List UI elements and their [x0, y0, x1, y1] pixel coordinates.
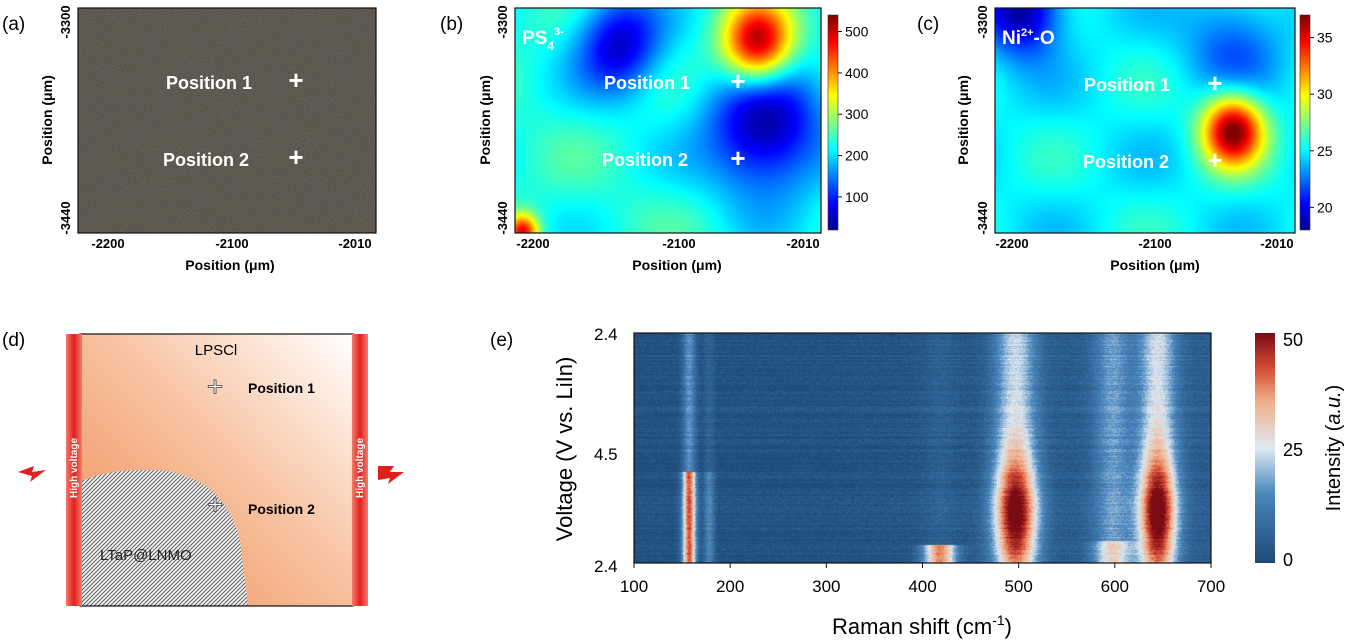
panel-a-tag: (a): [2, 14, 25, 35]
lightning-icon: [18, 466, 46, 482]
electrolyte-label: LPSCl: [195, 342, 238, 359]
marker-label-2: Position 2: [248, 501, 315, 517]
x-axis-label: Position (μm): [185, 257, 274, 273]
raman-heatmap: [634, 333, 1211, 563]
marker-label-1: Position 1: [1084, 75, 1170, 95]
panel-a-frame: [77, 7, 377, 234]
composite-label: LTaP@LNMO: [100, 547, 192, 564]
colorbar-label: Intensity (a.u.): [1323, 385, 1345, 512]
ps4-label: PS43-: [522, 26, 564, 53]
y-tick-label: 2.4: [594, 557, 618, 576]
marker-cross-1: +: [288, 65, 303, 95]
x-tick-label: 400: [908, 577, 936, 596]
y-axis-label: Position (μm): [477, 75, 493, 164]
colorbar-b-ticks: 100 200 300 400 500: [838, 24, 869, 205]
marker-cross-2: +: [207, 489, 223, 520]
x-tick-label: -2200: [516, 236, 549, 251]
marker-label-2: Position 2: [1083, 152, 1169, 172]
left-electrode: [66, 334, 82, 606]
y-axis-label: Position (μm): [955, 75, 971, 164]
x-tick-label: 600: [1101, 577, 1129, 596]
panel-d-tag: (d): [2, 330, 25, 351]
panel-b: (b) PS43- + Position 1 + Position 2 -220…: [440, 5, 869, 273]
panel-b-tag: (b): [440, 14, 463, 35]
x-tick-label: 100: [620, 577, 648, 596]
marker-cross-1: +: [207, 371, 223, 402]
micrograph-texture: [78, 8, 376, 233]
marker-cross-2: +: [1207, 145, 1222, 175]
colorbar-tick-label: 200: [845, 148, 869, 164]
colorbar-tick-label: 30: [1317, 86, 1333, 102]
marker-cross-2: +: [288, 142, 303, 172]
electrode-label-right: High voltage: [355, 438, 366, 498]
right-electrode: [352, 334, 368, 606]
cathode-composite-region: [80, 469, 248, 606]
colorbar-tick-label: 25: [1317, 143, 1333, 159]
colorbar-tick-label: 35: [1317, 30, 1333, 46]
marker-cross-1: +: [730, 66, 745, 96]
colorbar-c: [1299, 14, 1311, 231]
x-tick-label: 500: [1004, 577, 1032, 596]
x-tick-label: -2010: [786, 236, 819, 251]
x-tick-label: -2010: [338, 236, 371, 251]
lightning-icon: [378, 466, 404, 484]
colorbar-tick-label: 20: [1317, 199, 1333, 215]
y-tick-label: -3300: [975, 5, 990, 38]
y-axis-label: Voltage (V vs. LiIn): [552, 357, 577, 542]
x-tick-label: 300: [812, 577, 840, 596]
marker-cross-2: +: [730, 143, 745, 173]
x-axis-label: Position (μm): [632, 257, 721, 273]
y-axis-label: Position (μm): [39, 75, 55, 164]
x-tick-label: 200: [716, 577, 744, 596]
y-tick-label: -3440: [975, 201, 990, 234]
panel-a: (a) + Position 1 + Position 2 -2200 -210…: [2, 5, 377, 273]
x-tick-label: -2100: [662, 236, 695, 251]
y-tick-label: -3300: [495, 5, 510, 38]
y-tick-label: -3300: [58, 5, 73, 38]
colorbar-tick-label: 300: [845, 106, 869, 122]
x-tick-label: -2200: [995, 236, 1028, 251]
colorbar-tick-label: 50: [1283, 330, 1303, 350]
panel-c-tag: (c): [917, 14, 939, 35]
colorbar-tick-label: 25: [1283, 440, 1303, 460]
colorbar-tick-label: 500: [845, 24, 869, 40]
colorbar-tick-label: 400: [845, 65, 869, 81]
y-tick-label: -3440: [58, 201, 73, 234]
ni-o-heatmap: [995, 8, 1295, 233]
y-tick-label: 2.4: [594, 325, 618, 344]
panel-e-tag: (e): [490, 330, 513, 351]
marker-label-1: Position 1: [166, 73, 252, 93]
marker-label-1: Position 1: [604, 73, 690, 93]
x-axis-label: Raman shift (cm-1): [832, 612, 1012, 639]
marker-label-2: Position 2: [163, 150, 249, 170]
raman-x-axis-ticks: 100 200 300 400 500 600 700: [620, 563, 1225, 596]
panel-d: (d) High voltage High voltage LPSCl LTaP…: [2, 330, 404, 607]
colorbar-c-ticks: 20 25 30 35: [1310, 30, 1333, 215]
x-axis-label: Position (μm): [1110, 257, 1199, 273]
ps4-heatmap: [515, 8, 821, 233]
x-tick-label: -2100: [215, 236, 248, 251]
colorbar-e: [1255, 333, 1275, 563]
panel-c-frame: [994, 7, 1296, 234]
marker-label-2: Position 2: [602, 150, 688, 170]
x-tick-label: -2200: [91, 236, 124, 251]
x-tick-label: -2100: [1138, 236, 1171, 251]
colorbar-tick-label: 0: [1283, 550, 1293, 570]
panel-c: (c) Ni2+-O + Position 1 + Position 2 -22…: [917, 5, 1333, 273]
x-tick-label: 700: [1197, 577, 1225, 596]
panel-e: (e) 100 200 300 400 500 600 700 2.4 4.5 2.4 Vo…: [490, 325, 1345, 639]
y-tick-label: -3440: [495, 201, 510, 234]
ni-o-label: Ni2+-O: [1002, 27, 1055, 49]
electrode-label-left: High voltage: [69, 438, 80, 498]
colorbar-tick-label: 100: [845, 189, 869, 205]
panel-b-frame: [514, 7, 822, 234]
marker-cross-1: +: [1207, 68, 1222, 98]
colorbar-b: [827, 14, 839, 231]
y-tick-label: 4.5: [594, 445, 618, 464]
marker-label-1: Position 1: [248, 380, 315, 396]
x-tick-label: -2010: [1260, 236, 1293, 251]
